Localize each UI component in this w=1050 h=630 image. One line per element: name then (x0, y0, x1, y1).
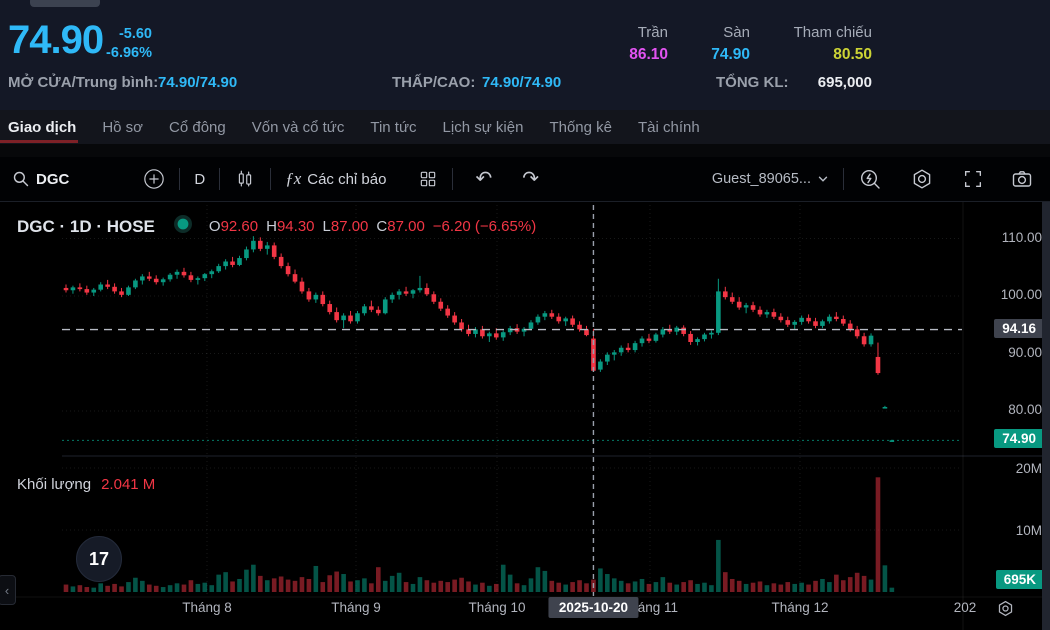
header-pill (30, 0, 100, 7)
reference-value: 80.50 (833, 46, 872, 63)
change-value: -5.60 (118, 26, 152, 42)
candlestick-chart[interactable] (0, 202, 1050, 630)
tab-2[interactable]: Cổ đông (169, 118, 226, 136)
last-price: 74.90 (8, 18, 104, 62)
fx-icon: ƒx (285, 169, 302, 188)
tradingview-logo[interactable]: 17 (76, 536, 122, 582)
compare-add-button[interactable] (135, 168, 173, 190)
interval-label: D (194, 170, 206, 188)
total-volume-label: TỔNG KL: (716, 74, 789, 91)
fullscreen-icon (962, 168, 984, 190)
tabbar-separator (0, 144, 1050, 157)
quick-search-button[interactable] (850, 167, 890, 191)
quote-header: 74.90 -5.60 -6.96% MỞ CỬA/Trung bình: 74… (0, 0, 1050, 110)
chart-style-button[interactable] (226, 168, 264, 190)
collapse-sidebar-handle[interactable]: ‹ (0, 575, 16, 605)
open-avg-label: MỞ CỬA/Trung bình: (8, 74, 159, 91)
indicators-button[interactable]: ƒx Các chỉ báo (277, 169, 394, 189)
plus-circle-icon (143, 168, 165, 190)
tab-4[interactable]: Tin tức (370, 118, 417, 136)
chevron-down-icon (817, 173, 829, 185)
toolbar-divider (270, 168, 272, 190)
toolbar-divider (179, 168, 181, 190)
candlestick-icon (234, 168, 256, 190)
screenshot-button[interactable] (1002, 167, 1042, 191)
interval-button[interactable]: D (186, 171, 213, 188)
settings-button[interactable] (902, 167, 942, 191)
ceiling-value: 86.10 (629, 46, 668, 63)
tab-0[interactable]: Giao dịch (8, 118, 77, 136)
chart-panel[interactable]: 110.00 100.00 90.00 80.00 20M 10M 94.16 74.90 69… (0, 202, 1050, 630)
tab-3[interactable]: Vốn và cổ tức (251, 118, 345, 136)
ceiling-label: Trần (637, 24, 668, 41)
toolbar-right-group: Guest_89065... (704, 167, 1050, 191)
toolbar-divider (219, 168, 221, 190)
price-change: -5.60 -6.96% (98, 25, 152, 63)
total-volume-value: 695,000 (817, 74, 872, 91)
widget-right-border (1042, 202, 1050, 630)
tab-6[interactable]: Thống kê (549, 118, 612, 136)
fullscreen-button[interactable] (954, 168, 992, 190)
gear-icon (910, 167, 934, 191)
user-menu-button[interactable]: Guest_89065... (704, 171, 837, 187)
tab-1[interactable]: Hồ sơ (102, 118, 144, 136)
redo-icon: ↷ (522, 168, 539, 190)
low-high-label: THẤP/CAO: (392, 74, 476, 91)
symbol-label: DGC (36, 170, 70, 188)
tab-5[interactable]: Lịch sự kiện (442, 118, 524, 136)
camera-icon (1010, 167, 1034, 191)
indicators-label: Các chỉ báo (307, 170, 387, 188)
search-icon (12, 170, 30, 188)
redo-button[interactable]: ↷ (514, 169, 547, 189)
user-label: Guest_89065... (711, 171, 811, 187)
layout-grid-button[interactable] (410, 169, 446, 189)
quick-search-icon (858, 167, 882, 191)
symbol-search-button[interactable]: DGC (0, 170, 77, 188)
undo-icon: ↶ (475, 168, 493, 190)
active-tab-underline (0, 140, 78, 143)
time-axis-settings-button[interactable] (996, 599, 1015, 623)
grid-layout-icon (418, 169, 438, 189)
floor-label: Sàn (723, 24, 750, 41)
undo-button[interactable]: ↶ (467, 169, 500, 189)
toolbar-divider (843, 168, 844, 190)
tab-7[interactable]: Tài chính (637, 118, 700, 136)
low-high-value: 74.90/74.90 (482, 74, 562, 91)
open-avg-value: 74.90/74.90 (158, 74, 238, 91)
chart-toolbar: DGC D ƒx Các chỉ báo ↶ (0, 157, 1050, 202)
toolbar-divider (452, 168, 454, 190)
reference-label: Tham chiếu (793, 24, 872, 41)
section-tabbar: Giao dịch Hồ sơ Cổ đông Vốn và cổ tức Tin tứ… (0, 110, 1050, 144)
floor-value: 74.90 (711, 46, 750, 63)
change-percent: -6.96% (106, 45, 152, 61)
